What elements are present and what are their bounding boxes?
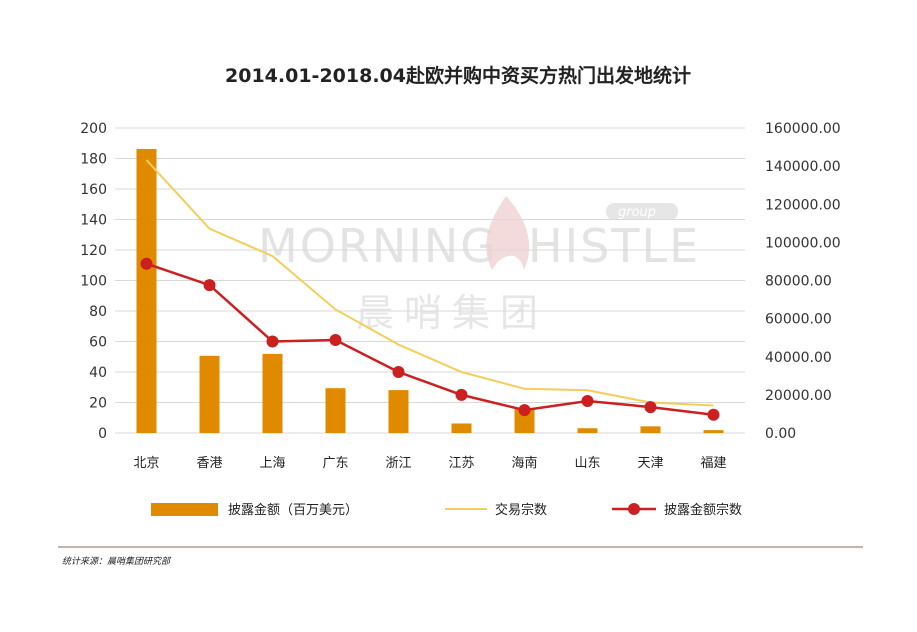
legend: 披露金额（百万美元） 交易宗数 披露金额宗数: [151, 502, 742, 518]
grid: [115, 127, 745, 434]
watermark-chinese: 晨哨集团: [356, 291, 548, 335]
y-left-tick-label: 160: [80, 182, 107, 198]
legend-trade-label: 交易宗数: [495, 502, 547, 518]
y-axis-right: 0.00 20000.00 40000.00 60000.00 80000.00 1000…: [765, 121, 841, 442]
legend-bar-swatch: [151, 503, 218, 516]
watermark-tag: group: [618, 205, 656, 220]
x-tick-label: 福建: [700, 456, 726, 471]
x-tick-label: 江苏: [448, 455, 474, 471]
y-right-tick-label: 140000.00: [765, 159, 841, 175]
disclosed-count-series: [140, 257, 720, 421]
y-left-tick-label: 140: [80, 213, 107, 229]
y-left-tick-label: 180: [80, 152, 107, 168]
trade-count-line: [145, 159, 714, 407]
y-left-tick-label: 40: [89, 365, 107, 381]
x-axis-labels: 北京 香港 上海 广东 浙江 江苏 海南 山东 天津 福建: [133, 455, 726, 471]
disclosed-count-point: [203, 279, 216, 292]
y-right-tick-label: 40000.00: [765, 350, 832, 366]
x-tick-label: 海南: [511, 455, 537, 471]
bar-series: [136, 148, 724, 433]
trade-count-series: [145, 159, 714, 407]
bar: [325, 388, 346, 433]
x-tick-label: 北京: [133, 456, 159, 471]
y-right-tick-label: 60000.00: [765, 312, 832, 328]
legend-disclosed-label: 披露金额宗数: [664, 502, 742, 518]
disclosed-count-line: [146, 262, 714, 416]
disclosed-count-point: [644, 401, 657, 414]
watermark-flame-icon: [486, 196, 530, 270]
source-note: 统计来源：晨哨集团研究部: [62, 556, 172, 567]
y-left-tick-label: 80: [89, 304, 107, 320]
x-tick-label: 浙江: [385, 456, 411, 471]
legend-disclosed-marker: [628, 503, 640, 515]
y-axis-left: 0 20 40 60 80 100 120 140 160 180 200: [80, 121, 107, 442]
disclosed-count-point: [518, 404, 531, 417]
bar: [136, 148, 157, 433]
x-tick-label: 山东: [574, 456, 600, 471]
disclosed-count-point: [707, 408, 720, 421]
chart-title: 2014.01-2018.04赴欧并购中资买方热门出发地统计: [225, 64, 691, 87]
disclosed-count-point: [581, 394, 594, 407]
y-right-tick-label: 120000.00: [765, 197, 841, 213]
disclosed-count-point: [266, 335, 279, 348]
y-left-tick-label: 120: [80, 243, 107, 259]
bar: [451, 423, 472, 433]
bar: [640, 426, 661, 433]
x-tick-label: 广东: [322, 456, 348, 471]
bar: [703, 430, 724, 433]
x-tick-label: 天津: [637, 456, 663, 471]
watermark-brand-right: HISTLE: [528, 219, 700, 273]
y-right-tick-label: 160000.00: [765, 121, 841, 137]
y-right-tick-label: 20000.00: [765, 388, 832, 404]
disclosed-count-point: [455, 388, 468, 401]
bar: [514, 409, 535, 433]
legend-bar-label: 披露金额（百万美元）: [228, 502, 358, 518]
y-right-tick-label: 100000.00: [765, 235, 841, 251]
x-tick-label: 上海: [259, 456, 285, 471]
bar: [577, 428, 598, 433]
y-left-tick-label: 200: [80, 121, 107, 137]
disclosed-count-point: [329, 333, 342, 346]
y-right-tick-label: 80000.00: [765, 274, 832, 290]
disclosed-count-point: [392, 366, 405, 378]
y-left-tick-label: 60: [89, 335, 107, 351]
bar: [199, 355, 220, 433]
y-left-tick-label: 20: [89, 396, 107, 412]
watermark-brand-left: MORNING: [258, 219, 498, 273]
bar: [262, 353, 283, 433]
x-tick-label: 香港: [196, 456, 222, 471]
watermark: MORNING HISTLE group 晨哨集团: [258, 196, 700, 335]
y-left-tick-label: 100: [80, 274, 107, 290]
y-left-tick-label: 0: [98, 426, 107, 442]
y-right-tick-label: 0.00: [765, 426, 796, 442]
bar: [388, 390, 409, 433]
disclosed-count-point: [140, 257, 153, 270]
watermark-tag-pill: [606, 203, 678, 220]
